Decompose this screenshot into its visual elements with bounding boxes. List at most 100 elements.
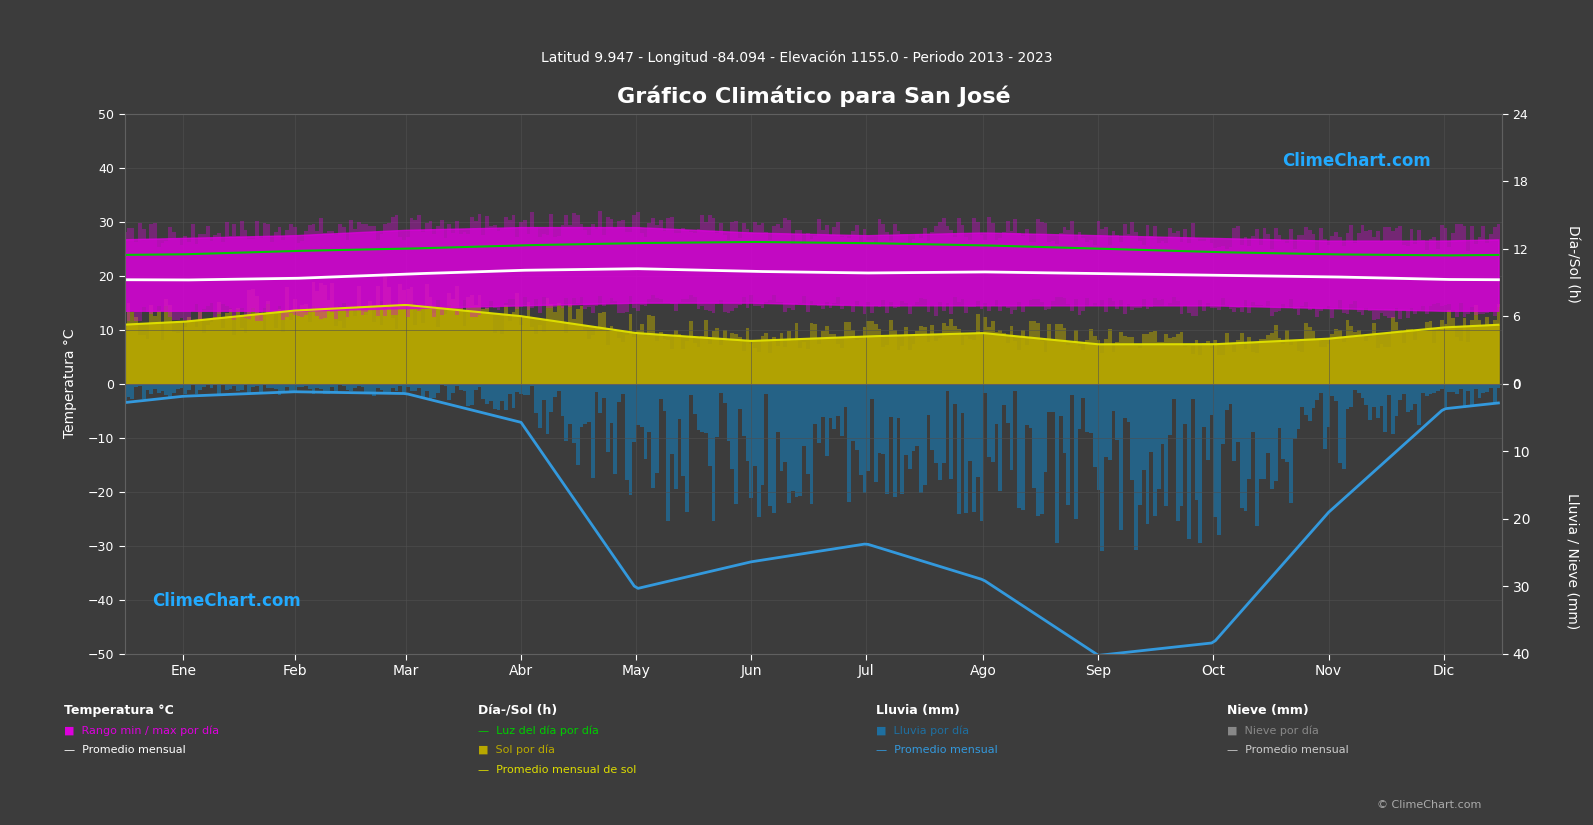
Bar: [712, 331, 715, 384]
Bar: [271, 243, 274, 313]
Bar: [421, 323, 425, 384]
Bar: [1013, 384, 1018, 391]
Bar: [519, 222, 523, 308]
Bar: [1209, 384, 1214, 416]
Bar: [768, 239, 773, 300]
Bar: [161, 340, 164, 384]
Bar: [1063, 328, 1066, 384]
Bar: [263, 384, 266, 385]
Bar: [553, 384, 558, 397]
Bar: [432, 384, 436, 398]
Bar: [258, 384, 263, 392]
Bar: [980, 384, 983, 521]
Bar: [798, 384, 803, 496]
Bar: [282, 332, 285, 384]
Bar: [969, 240, 972, 307]
Bar: [241, 221, 244, 309]
Text: —  Promedio mensual de sol: — Promedio mensual de sol: [478, 765, 636, 775]
Bar: [1327, 384, 1330, 427]
Bar: [1179, 242, 1184, 314]
Bar: [492, 224, 497, 308]
Bar: [134, 242, 139, 321]
Bar: [421, 232, 425, 305]
Bar: [1376, 348, 1380, 384]
Bar: [765, 332, 768, 384]
Bar: [768, 384, 773, 506]
Bar: [1187, 384, 1192, 540]
Bar: [379, 384, 384, 389]
Bar: [432, 313, 436, 384]
Bar: [1346, 233, 1349, 314]
Bar: [1222, 384, 1225, 444]
Bar: [202, 332, 205, 384]
Bar: [315, 291, 319, 384]
Bar: [983, 317, 988, 384]
Bar: [867, 240, 870, 303]
Bar: [263, 330, 266, 384]
Bar: [629, 384, 632, 495]
Bar: [1142, 384, 1145, 469]
Bar: [1437, 330, 1440, 384]
Bar: [1228, 384, 1233, 404]
Bar: [655, 341, 660, 384]
Bar: [933, 384, 938, 463]
Bar: [1070, 343, 1074, 384]
Bar: [961, 225, 964, 299]
Bar: [897, 350, 900, 384]
Bar: [1149, 384, 1153, 452]
Bar: [1274, 325, 1278, 384]
Bar: [473, 221, 478, 317]
Bar: [1131, 222, 1134, 310]
Bar: [1168, 384, 1172, 435]
Bar: [312, 281, 315, 384]
Bar: [530, 327, 534, 384]
Bar: [636, 212, 640, 311]
Bar: [213, 235, 217, 317]
Bar: [1244, 349, 1247, 384]
Bar: [870, 384, 875, 398]
Bar: [1376, 231, 1380, 318]
Bar: [1294, 384, 1297, 439]
Bar: [569, 224, 572, 307]
Bar: [1032, 321, 1035, 384]
Bar: [1413, 340, 1418, 384]
Bar: [139, 223, 142, 322]
Bar: [1305, 323, 1308, 384]
Bar: [1187, 346, 1192, 384]
Bar: [1485, 243, 1489, 313]
Bar: [456, 384, 459, 386]
Bar: [390, 318, 395, 384]
Bar: [652, 316, 655, 384]
Bar: [360, 311, 365, 384]
Bar: [1239, 245, 1244, 313]
Bar: [1149, 332, 1153, 384]
Bar: [335, 384, 338, 392]
Bar: [1308, 230, 1311, 310]
Bar: [1289, 229, 1294, 299]
Bar: [1032, 384, 1035, 488]
Bar: [731, 222, 734, 311]
Bar: [180, 332, 183, 384]
Bar: [1059, 384, 1063, 416]
Bar: [1157, 342, 1161, 384]
Bar: [293, 384, 296, 392]
Bar: [1380, 345, 1383, 384]
Bar: [1112, 231, 1115, 301]
Bar: [497, 330, 500, 384]
Bar: [1217, 355, 1222, 384]
Bar: [1258, 245, 1263, 305]
Bar: [591, 224, 594, 313]
Bar: [1270, 249, 1274, 315]
Bar: [1418, 230, 1421, 309]
Bar: [833, 384, 836, 430]
Bar: [715, 328, 718, 384]
Bar: [892, 384, 897, 497]
Bar: [213, 384, 217, 385]
Bar: [1263, 338, 1266, 384]
Bar: [1448, 384, 1451, 392]
Bar: [696, 346, 701, 384]
Bar: [1203, 384, 1206, 427]
Bar: [1233, 351, 1236, 384]
Bar: [588, 339, 591, 384]
Bar: [1311, 234, 1316, 308]
